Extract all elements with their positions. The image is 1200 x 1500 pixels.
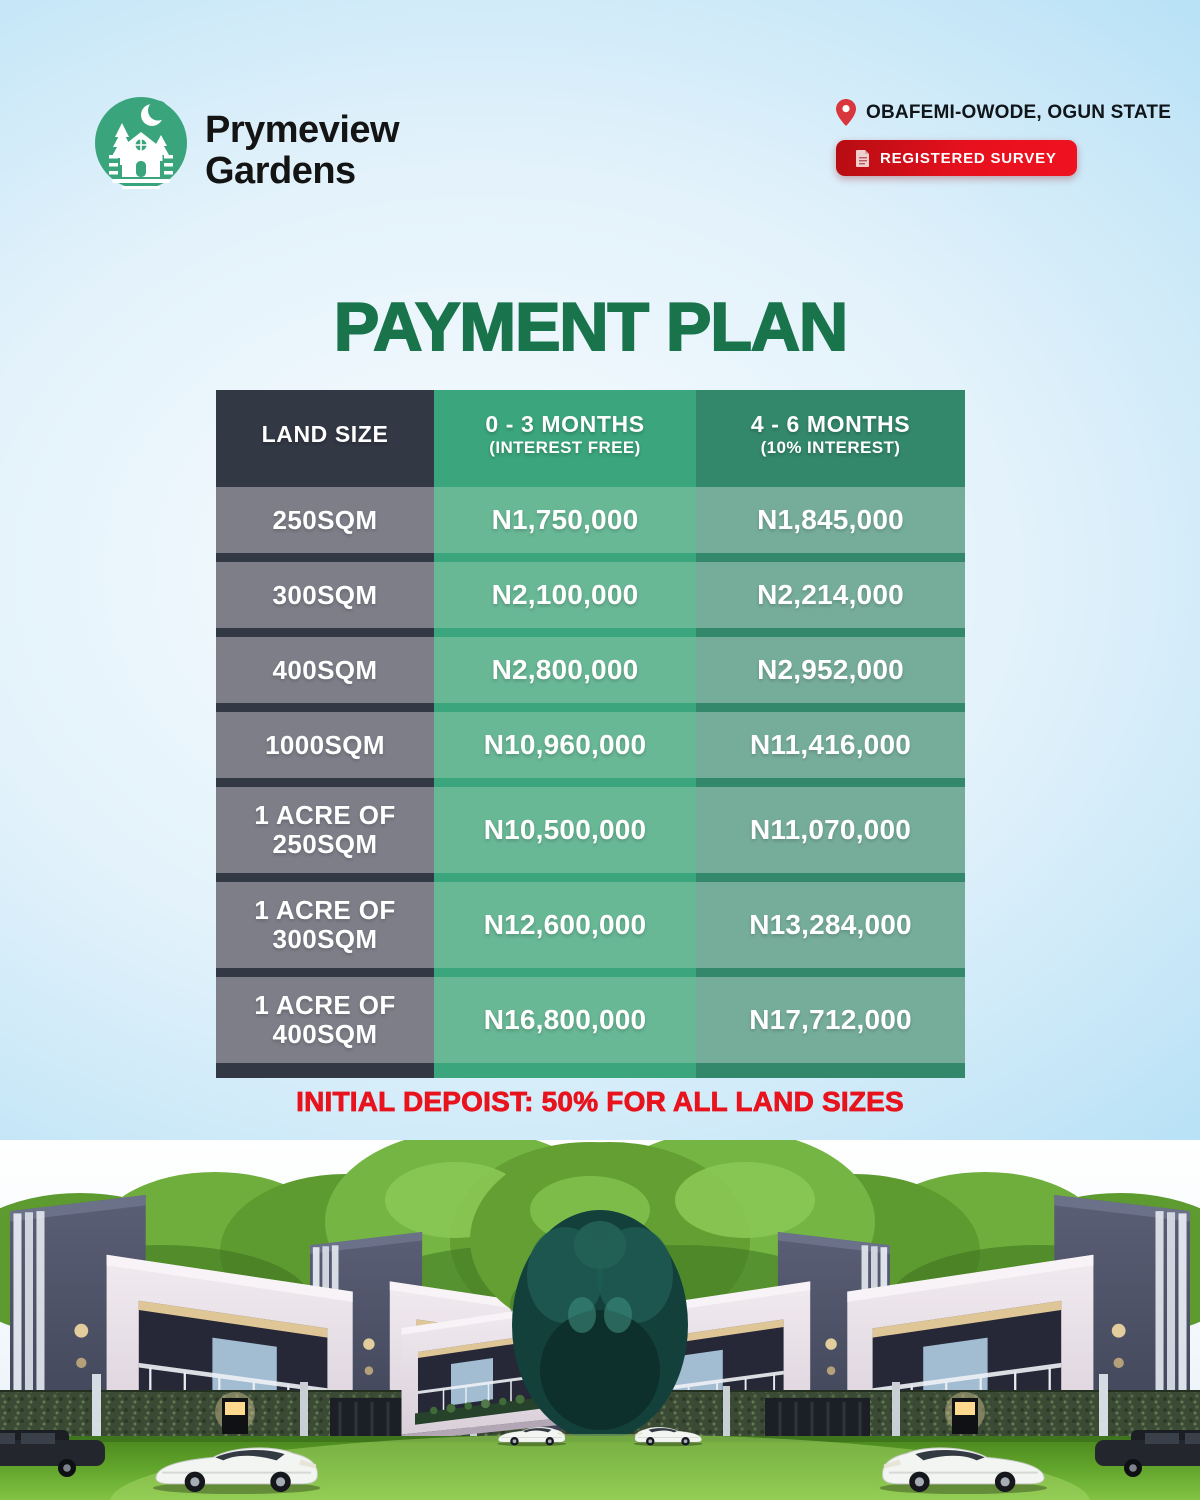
- table-cell-price-0-3-months: N2,800,000: [434, 637, 696, 703]
- table-cell-land-size: 300SQM: [216, 562, 434, 628]
- table-cell-price-0-3-months: N16,800,000: [434, 977, 696, 1063]
- page-title: PAYMENT PLAN: [333, 288, 849, 366]
- cabin-icon: [109, 132, 173, 177]
- table-cell-price-0-3-months: N1,750,000: [434, 487, 696, 553]
- table-cell-price-4-6-months: N11,070,000: [696, 787, 965, 873]
- location-text: OBAFEMI-OWODE, OGUN STATE: [866, 101, 1172, 123]
- document-icon: [856, 149, 869, 167]
- payment-table: LAND SIZE 0 - 3 MONTHS (INTEREST FREE) 4…: [216, 390, 965, 1078]
- column-header-0-3-months: 0 - 3 MONTHS (INTEREST FREE): [485, 410, 645, 457]
- table-cell-land-size: 1 ACRE OF 300SQM: [216, 882, 434, 968]
- map-pin-icon: [836, 99, 856, 126]
- brand-name-line1: Prymeview: [205, 109, 400, 151]
- brand-name: Prymeview Gardens: [205, 109, 400, 192]
- suv-car: [0, 1430, 105, 1477]
- payment-table-grid: LAND SIZE 0 - 3 MONTHS (INTEREST FREE) 4…: [216, 390, 965, 1078]
- brand-logo-icon: [95, 97, 187, 189]
- brand-name-line2: Gardens: [205, 150, 356, 192]
- location-row: OBAFEMI-OWODE, OGUN STATE: [836, 99, 1171, 126]
- estate-photo: [0, 1140, 1200, 1500]
- table-cell-price-4-6-months: N17,712,000: [696, 977, 965, 1063]
- table-cell-price-4-6-months: N11,416,000: [696, 712, 965, 778]
- table-cell-land-size: 400SQM: [216, 637, 434, 703]
- table-cell-price-4-6-months: N2,214,000: [696, 562, 965, 628]
- registered-survey-badge: REGISTERED SURVEY: [836, 140, 1077, 176]
- table-cell-price-4-6-months: N13,284,000: [696, 882, 965, 968]
- badge-label: REGISTERED SURVEY: [880, 149, 1057, 167]
- table-cell-price-0-3-months: N12,600,000: [434, 882, 696, 968]
- column-header-4-6-months: 4 - 6 MONTHS (10% INTEREST): [750, 410, 911, 457]
- table-cell-price-0-3-months: N10,960,000: [434, 712, 696, 778]
- table-cell-price-4-6-months: N1,845,000: [696, 487, 965, 553]
- cars-left-half: [0, 1426, 567, 1496]
- gate-sign-lamp: [215, 1392, 255, 1434]
- column-header-land-size: LAND SIZE: [261, 421, 389, 447]
- center-dark-tree: [512, 1210, 688, 1440]
- table-cell-land-size: 1 ACRE OF 250SQM: [216, 787, 434, 873]
- table-cell-land-size: 250SQM: [216, 487, 434, 553]
- table-cell-price-0-3-months: N10,500,000: [434, 787, 696, 873]
- table-cell-price-0-3-months: N2,100,000: [434, 562, 696, 628]
- table-cell-land-size: 1 ACRE OF 400SQM: [216, 977, 434, 1063]
- table-cell-price-4-6-months: N2,952,000: [696, 637, 965, 703]
- deposit-note: INITIAL DEPOIST: 50% FOR ALL LAND SIZES: [296, 1086, 904, 1118]
- table-cell-land-size: 1000SQM: [216, 712, 434, 778]
